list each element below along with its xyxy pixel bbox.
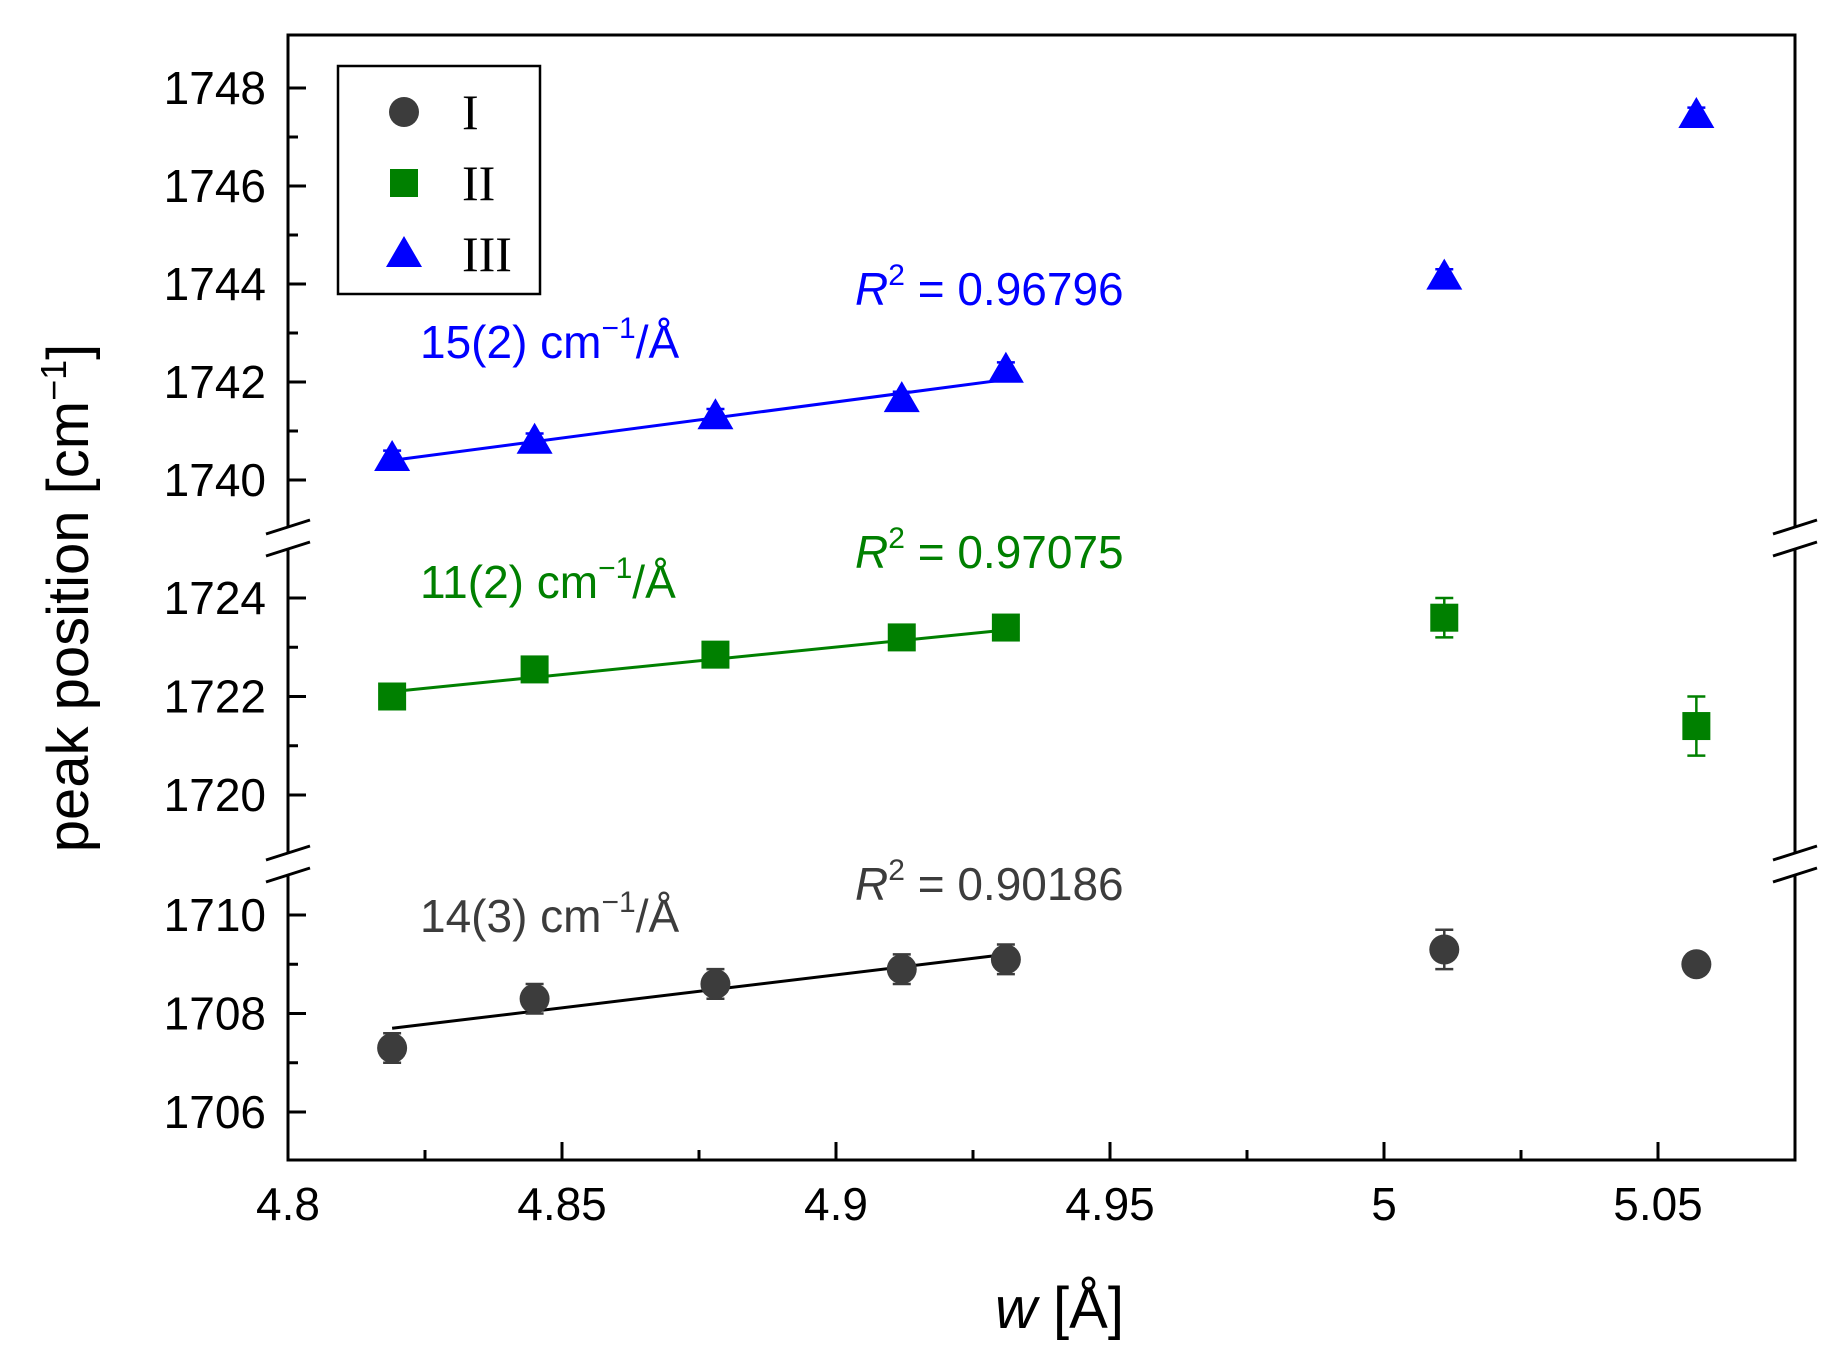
slope-tail: /Å bbox=[636, 316, 680, 368]
data-point bbox=[886, 954, 917, 985]
r2-prefix: R bbox=[855, 263, 888, 315]
slope-main: 14(3) cm bbox=[420, 890, 601, 942]
r2-sup: 2 bbox=[888, 522, 905, 555]
data-point bbox=[1426, 258, 1463, 290]
series-ii: 11(2) cm−1/Å R2 = 0.97075 bbox=[378, 522, 1711, 757]
y-tick-label: 1746 bbox=[164, 160, 266, 212]
slope-annotation: 15(2) cm−1/Å bbox=[420, 312, 679, 368]
data-point bbox=[1682, 712, 1711, 741]
legend-marker-ii bbox=[390, 169, 418, 197]
axis-break-gap bbox=[278, 527, 298, 549]
x-tick-label: 4.9 bbox=[804, 1178, 868, 1230]
data-point bbox=[701, 640, 730, 669]
slope-main: 11(2) cm bbox=[420, 556, 598, 608]
slope-annotation: 11(2) cm−1/Å bbox=[420, 552, 676, 608]
legend-label-ii: II bbox=[462, 155, 495, 211]
axis-break-mark bbox=[265, 518, 311, 536]
axis-break-mark bbox=[1772, 866, 1818, 884]
x-tick-label: 4.8 bbox=[256, 1178, 320, 1230]
axis-break-gap bbox=[1785, 527, 1805, 549]
axis-break-gap bbox=[1785, 853, 1805, 875]
y-tick-label: 1722 bbox=[164, 671, 266, 723]
r2-annotation: R2 = 0.96796 bbox=[855, 259, 1124, 315]
data-point bbox=[700, 968, 731, 999]
data-point bbox=[374, 439, 411, 471]
data-point bbox=[1681, 949, 1712, 980]
slope-sup: −1 bbox=[598, 552, 632, 585]
data-point bbox=[520, 655, 549, 684]
data-point bbox=[987, 351, 1024, 383]
x-tick-label: 5 bbox=[1371, 1178, 1397, 1230]
slope-tail: /Å bbox=[632, 556, 676, 608]
data-point bbox=[990, 944, 1021, 975]
y-tick-label: 1744 bbox=[164, 258, 266, 310]
data-point bbox=[991, 613, 1020, 642]
fit-line bbox=[391, 378, 1007, 462]
data-point bbox=[883, 381, 920, 413]
legend-label-i: I bbox=[462, 84, 479, 140]
y-tick-label: 1724 bbox=[164, 572, 266, 624]
y-axis-sup: −1 bbox=[33, 360, 74, 401]
x-axis-unit: [Å] bbox=[1053, 1276, 1124, 1341]
data-point bbox=[519, 983, 550, 1014]
y-tick-label: 1720 bbox=[164, 769, 266, 821]
data-point bbox=[516, 422, 553, 454]
series-i: 14(3) cm−1/Å R2 = 0.90186 bbox=[377, 854, 1712, 1064]
data-point bbox=[378, 682, 407, 711]
r2-prefix: R bbox=[855, 526, 888, 578]
data-point bbox=[887, 623, 916, 652]
r2-annotation: R2 = 0.97075 bbox=[855, 522, 1124, 578]
slope-sup: −1 bbox=[601, 312, 635, 345]
axis-break-mark bbox=[1772, 518, 1818, 536]
axis-break-mark bbox=[265, 540, 311, 558]
x-axis-space bbox=[1037, 1276, 1053, 1341]
slope-annotation: 14(3) cm−1/Å bbox=[420, 886, 679, 942]
r2-sup: 2 bbox=[888, 854, 905, 887]
y-tick-label: 1740 bbox=[164, 454, 266, 506]
axis-break-mark bbox=[1772, 540, 1818, 558]
data-point bbox=[697, 398, 734, 430]
r2-value: = 0.90186 bbox=[905, 858, 1124, 910]
data-point bbox=[1430, 603, 1459, 632]
y-axis-close: ] bbox=[36, 344, 101, 360]
y-tick-label: 1706 bbox=[164, 1086, 266, 1138]
data-point bbox=[1678, 96, 1715, 128]
y-tick-label: 1742 bbox=[164, 356, 266, 408]
series-iii: 15(2) cm−1/Å R2 = 0.96796 bbox=[374, 96, 1715, 471]
legend-marker-i bbox=[389, 97, 419, 127]
slope-main: 15(2) cm bbox=[420, 316, 601, 368]
r2-prefix: R bbox=[855, 858, 888, 910]
x-axis-title: w [Å] bbox=[995, 1276, 1124, 1341]
axis-break-gap bbox=[278, 853, 298, 875]
y-tick-label: 1710 bbox=[164, 889, 266, 941]
legend-label-iii: III bbox=[462, 226, 512, 282]
data-point bbox=[1429, 934, 1460, 965]
r2-annotation: R2 = 0.90186 bbox=[855, 854, 1124, 910]
slope-sup: −1 bbox=[601, 886, 635, 919]
y-axis-title: peak position [cm−1] bbox=[33, 344, 101, 853]
x-tick-label: 4.95 bbox=[1065, 1178, 1155, 1230]
x-axis-var: w bbox=[995, 1276, 1040, 1341]
x-tick-label: 5.05 bbox=[1613, 1178, 1703, 1230]
y-tick-label: 1708 bbox=[164, 988, 266, 1040]
data-point bbox=[377, 1032, 408, 1063]
x-tick-label: 4.85 bbox=[517, 1178, 607, 1230]
y-tick-label: 1748 bbox=[164, 62, 266, 114]
slope-tail: /Å bbox=[636, 890, 680, 942]
axis-break-mark bbox=[265, 844, 311, 862]
r2-value: = 0.96796 bbox=[905, 263, 1124, 315]
r2-sup: 2 bbox=[888, 259, 905, 292]
y-axis-main: peak position [cm bbox=[36, 401, 101, 852]
r2-value: = 0.97075 bbox=[905, 526, 1124, 578]
legend-box bbox=[336, 64, 542, 296]
legend-marker-iii bbox=[386, 236, 422, 267]
axis-break-mark bbox=[265, 866, 311, 884]
axis-break-mark bbox=[1772, 844, 1818, 862]
